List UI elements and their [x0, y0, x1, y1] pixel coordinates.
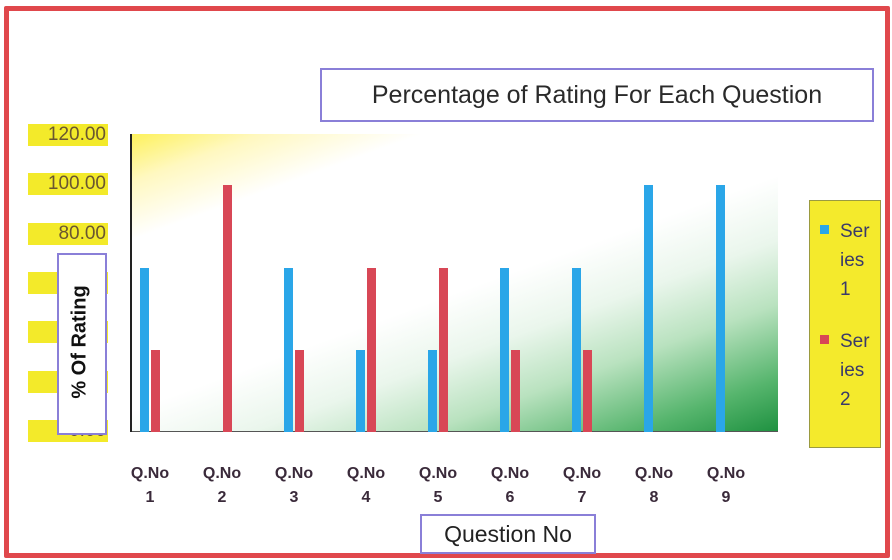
x-tick-label-line: 7: [577, 489, 587, 506]
legend-label: Series1: [840, 221, 870, 300]
y-axis-title-box: [57, 253, 107, 435]
x-tick-label-line: Q.No: [634, 465, 674, 482]
bar-series2-4: [367, 267, 376, 432]
x-tick-label: Q.No 2: [192, 462, 252, 510]
x-tick-label: Q.No 4: [336, 462, 396, 510]
y-tick-label: 80.00: [28, 222, 108, 245]
x-axis-line: [130, 431, 778, 432]
bar-series1-7: [572, 267, 581, 432]
x-tick-label-line: Q.No: [418, 465, 458, 482]
x-tick-label: Q.No 8: [624, 462, 684, 510]
bar-series1-6: [500, 267, 509, 432]
bar-series2-5: [439, 267, 448, 432]
plot-area: [130, 134, 778, 432]
y-axis-title: % Of Rating: [68, 285, 91, 399]
bar-series2-2: [223, 185, 232, 432]
x-tick-label-line: 1: [145, 489, 155, 506]
x-tick-label: Q.No 3: [264, 462, 324, 510]
x-tick-label-line: Q.No: [274, 465, 314, 482]
bar-series1-4: [356, 349, 365, 432]
x-tick-label-line: Q.No: [130, 465, 170, 482]
y-tick-label: 120.00: [28, 124, 108, 146]
y-axis-line: [130, 134, 132, 432]
x-tick-label: Q.No 6: [480, 462, 540, 510]
bar-series1-5: [428, 349, 437, 432]
chart-title-box: Percentage of Rating For Each Question: [320, 68, 874, 122]
x-tick-label-line: 8: [649, 489, 659, 506]
x-tick-label-line: 6: [505, 489, 515, 506]
x-tick-label: Q.No 9: [696, 462, 756, 510]
bar-series1-1: [140, 267, 149, 432]
legend-label: Series2: [840, 331, 870, 410]
x-tick-label-line: Q.No: [202, 465, 242, 482]
legend-swatch: [820, 225, 829, 234]
x-tick-label: Q.No 1: [120, 462, 180, 510]
legend: Series1 Series2: [809, 200, 881, 448]
x-tick-label-line: Q.No: [346, 465, 386, 482]
chart-title: Percentage of Rating For Each Question: [371, 80, 823, 109]
bar-series2-7: [583, 349, 592, 432]
x-tick-label-line: Q.No: [490, 465, 530, 482]
x-tick-label-line: Q.No: [562, 465, 602, 482]
bar-series1-9: [716, 185, 725, 432]
x-tick-label-line: Q.No: [706, 465, 746, 482]
bar-series2-6: [511, 349, 520, 432]
x-tick-label-line: 5: [433, 489, 443, 506]
bar-series1-3: [284, 267, 293, 432]
x-axis-title-box: Question No: [420, 514, 596, 554]
x-tick-label: Q.No 5: [408, 462, 468, 510]
bar-series1-8: [644, 185, 653, 432]
legend-swatch: [820, 335, 829, 344]
bar-series2-1: [151, 349, 160, 432]
y-tick-label: 100.00: [28, 173, 108, 196]
x-tick-label-line: 2: [217, 489, 227, 506]
x-tick-label-line: 3: [289, 489, 299, 506]
x-tick-label-line: 4: [361, 489, 371, 506]
x-tick-label-line: 9: [721, 489, 731, 506]
bar-series2-3: [295, 349, 304, 432]
x-axis-title: Question No: [444, 520, 572, 547]
x-tick-label: Q.No 7: [552, 462, 612, 510]
